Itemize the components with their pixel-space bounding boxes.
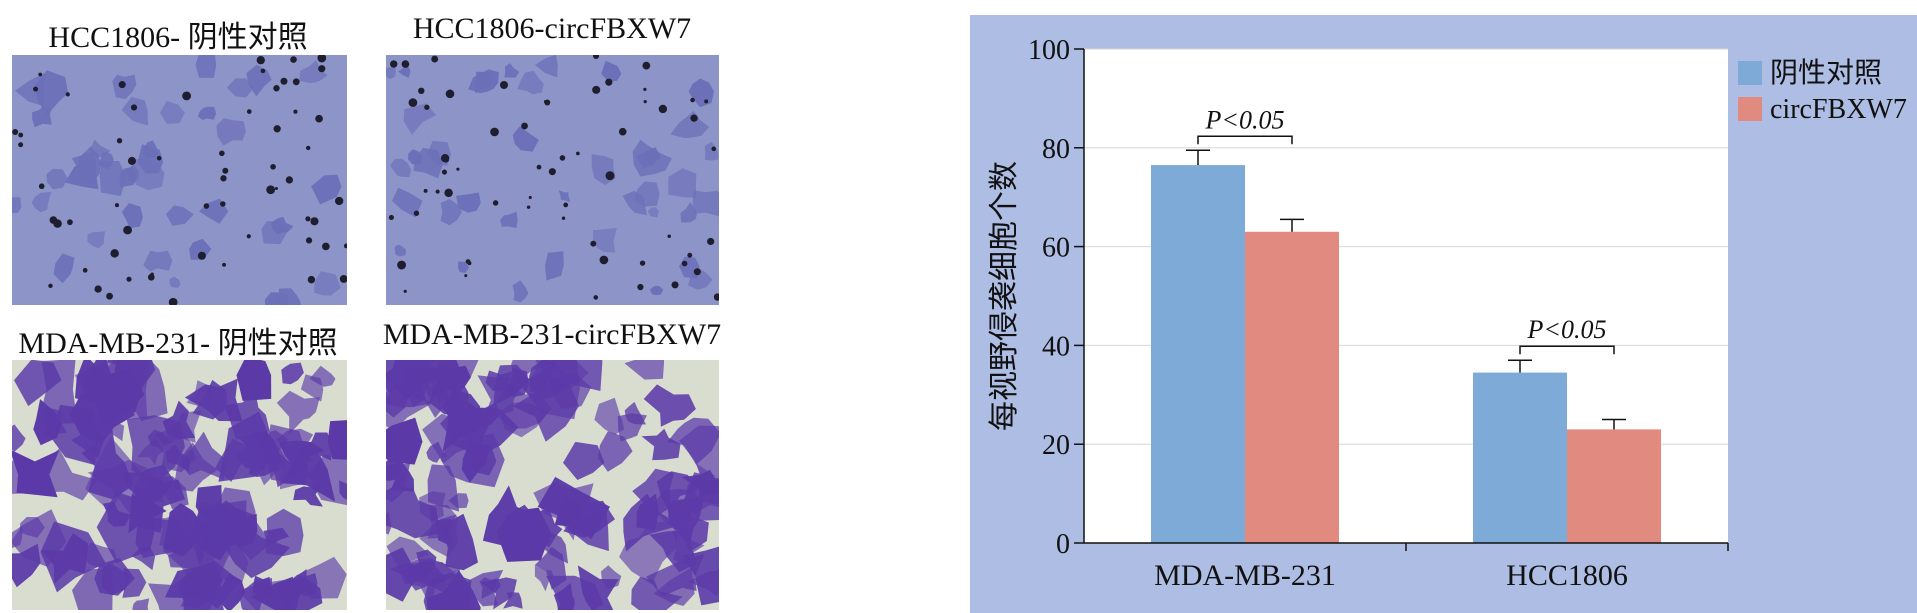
legend: 阴性对照 circFBXW7 <box>1738 57 1907 125</box>
microscopy-texture <box>386 55 719 305</box>
microscopy-texture <box>12 55 347 305</box>
bar <box>1567 429 1661 543</box>
bar <box>1151 165 1245 543</box>
significance-label: P<0.05 <box>1205 105 1285 134</box>
significance-bracket <box>1519 345 1615 355</box>
x-tick-label: MDA-MB-231 <box>1154 559 1336 592</box>
y-tick-label: 40 <box>1042 331 1070 362</box>
legend-label: circFBXW7 <box>1770 94 1907 125</box>
bar <box>1245 231 1339 543</box>
microscopy-image-mda-control <box>12 360 347 610</box>
panel-label-hcc1806-circfbxw7: HCC1806-circFBXW7 <box>412 12 692 45</box>
bars <box>1151 165 1661 543</box>
significance-bracket <box>1197 135 1293 145</box>
y-axis-label: 每视野侵袭细胞个数 <box>988 161 1021 431</box>
microscopy-texture <box>12 360 347 610</box>
y-tick-label: 80 <box>1042 134 1070 165</box>
x-ticks: MDA-MB-231 HCC1806 <box>1154 543 1729 592</box>
panel-label-hcc1806-control: HCC1806- 阴性对照 <box>48 21 308 54</box>
y-tick-label: 100 <box>1028 35 1070 66</box>
bar-chart: P<0.05 P<0.05 0 20 40 60 80 100 MDA-MB-231 HCC1… <box>988 35 1907 592</box>
legend-label: 阴性对照 <box>1770 57 1882 89</box>
y-ticks: 0 20 40 60 80 100 <box>1028 35 1084 560</box>
panel-label-mda-control: MDA-MB-231- 阴性对照 <box>18 327 338 360</box>
legend-swatch <box>1738 97 1762 121</box>
y-tick-label: 0 <box>1056 529 1070 560</box>
microscopy-image-mda-circfbxw7 <box>386 360 719 610</box>
bar <box>1473 372 1567 543</box>
microscopy-texture <box>386 360 719 610</box>
error-bars <box>1186 149 1626 430</box>
chart-panel: P<0.05 P<0.05 0 20 40 60 80 100 MDA-MB-231 HCC1… <box>970 15 1917 613</box>
microscopy-image-hcc1806-circfbxw7 <box>386 55 719 305</box>
x-tick-label: HCC1806 <box>1506 559 1628 592</box>
panel-label-mda-circfbxw7: MDA-MB-231-circFBXW7 <box>382 318 722 351</box>
significance-label: P<0.05 <box>1527 315 1607 344</box>
significance-annotations: P<0.05 P<0.05 <box>1197 105 1615 355</box>
y-tick-label: 20 <box>1042 430 1070 461</box>
microscopy-image-hcc1806-control <box>12 55 347 305</box>
legend-swatch <box>1738 61 1762 85</box>
y-tick-label: 60 <box>1042 233 1070 264</box>
